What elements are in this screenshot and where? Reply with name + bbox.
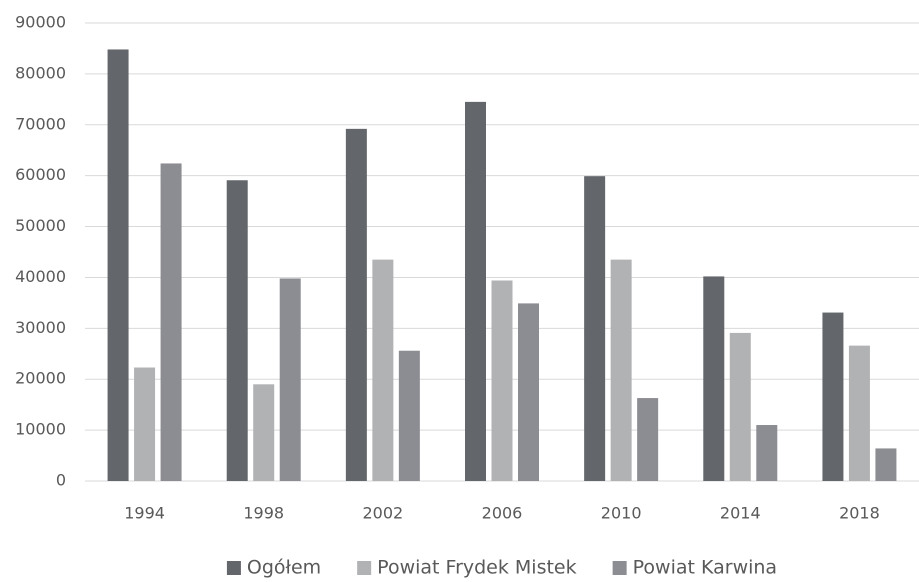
legend-swatch	[357, 561, 372, 575]
y-tick-label: 60000	[15, 165, 66, 184]
y-tick-label: 20000	[15, 369, 66, 388]
bar	[465, 101, 486, 481]
bar	[610, 259, 632, 481]
y-tick-label: 70000	[15, 114, 66, 133]
bar	[398, 350, 420, 481]
bar	[584, 176, 606, 482]
legend-text: Powiat Karwina	[633, 557, 777, 579]
bar	[756, 425, 778, 481]
bar	[253, 384, 275, 481]
bar	[279, 278, 301, 481]
bar	[372, 259, 394, 481]
y-tick-label: 80000	[15, 63, 66, 82]
legend-text: Ogółem	[247, 557, 321, 579]
bar	[491, 280, 513, 481]
legend-text: Powiat Frydek Mistek	[377, 557, 576, 579]
bar	[107, 49, 129, 482]
y-tick-label: 0	[56, 471, 66, 490]
bar	[703, 276, 725, 481]
y-tick-label: 30000	[15, 318, 66, 337]
x-tick-label: 2002	[362, 504, 403, 523]
x-tick-label: 1998	[243, 504, 284, 523]
y-tick-label: 40000	[15, 267, 66, 286]
x-tick-label: 2006	[482, 504, 523, 523]
legend-swatch	[612, 561, 627, 575]
bar	[875, 448, 897, 481]
y-tick-label: 90000	[15, 13, 66, 32]
x-tick-label: 2014	[720, 504, 761, 523]
x-tick-label: 2018	[839, 504, 880, 523]
bar	[226, 180, 248, 481]
bar	[345, 128, 367, 482]
y-tick-label: 10000	[15, 420, 66, 439]
x-tick-label: 2010	[601, 504, 642, 523]
bar	[822, 312, 844, 481]
y-tick-label: 50000	[15, 216, 66, 235]
legend-swatch	[226, 561, 241, 575]
bar	[729, 332, 751, 481]
bar	[160, 163, 182, 481]
bar	[134, 367, 156, 481]
legend: Ogółem Powiat Frydek Mistek Powiat Karwina	[226, 557, 777, 579]
bar	[848, 345, 870, 481]
x-tick-label: 1994	[124, 504, 165, 523]
bar	[637, 398, 659, 481]
bar	[518, 303, 539, 481]
